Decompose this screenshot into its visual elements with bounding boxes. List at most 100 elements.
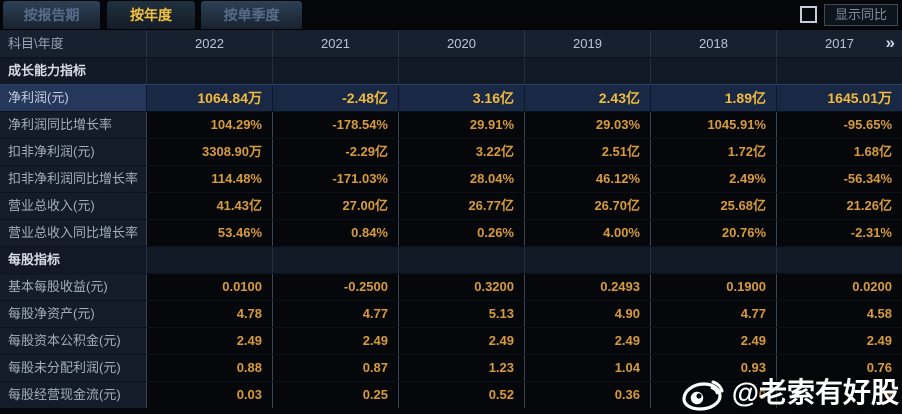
empty-cell — [146, 247, 272, 273]
value-cell: 1645.01万 — [776, 85, 902, 111]
value-cell: 0.1900 — [650, 274, 776, 300]
row-label: 营业总收入(元) — [0, 193, 146, 219]
row-label: 每股指标 — [0, 247, 146, 273]
empty-cell — [776, 247, 902, 273]
row-label: 每股净资产(元) — [0, 301, 146, 327]
value-cell: 4.58 — [776, 301, 902, 327]
row-label: 每股未分配利润(元) — [0, 355, 146, 381]
value-cell: 9 — [776, 382, 902, 408]
value-cell: 0 — [650, 382, 776, 408]
year-column-2019[interactable]: 2019 — [524, 30, 650, 57]
value-cell: 2.49 — [398, 328, 524, 354]
empty-cell — [524, 247, 650, 273]
table-row: 每股经营现金流(元) 0.03 0.25 0.52 0.36 0 9 — [0, 381, 902, 408]
value-cell: -2.48亿 — [272, 85, 398, 111]
period-tabbar: 按报告期 按年度 按单季度 显示同比 — [0, 0, 902, 30]
empty-cell — [524, 58, 650, 84]
value-cell: 2.49 — [146, 328, 272, 354]
value-cell: 0.52 — [398, 382, 524, 408]
year-column-2022[interactable]: 2022 — [146, 30, 272, 57]
value-cell: 0.25 — [272, 382, 398, 408]
section-row: 成长能力指标 — [0, 57, 902, 84]
row-label: 扣非净利润同比增长率 — [0, 166, 146, 192]
value-cell: -2.29亿 — [272, 139, 398, 165]
table-row: 每股资本公积金(元) 2.49 2.49 2.49 2.49 2.49 2.49 — [0, 327, 902, 354]
value-cell: 0.03 — [146, 382, 272, 408]
value-cell: 2.49% — [650, 166, 776, 192]
row-label: 基本每股收益(元) — [0, 274, 146, 300]
tab-by-year[interactable]: 按年度 — [107, 1, 195, 29]
value-cell: 0.26% — [398, 220, 524, 246]
value-cell: 3.16亿 — [398, 85, 524, 111]
empty-cell — [272, 247, 398, 273]
value-cell: 0.76 — [776, 355, 902, 381]
tab-by-single-quarter[interactable]: 按单季度 — [201, 1, 302, 29]
value-cell: 2.43亿 — [524, 85, 650, 111]
value-cell: 5.13 — [398, 301, 524, 327]
value-cell: -178.54% — [272, 112, 398, 138]
value-cell: 1.72亿 — [650, 139, 776, 165]
row-label: 每股经营现金流(元) — [0, 382, 146, 408]
value-cell: 46.12% — [524, 166, 650, 192]
value-cell: 1.23 — [398, 355, 524, 381]
value-cell: 2.49 — [776, 328, 902, 354]
show-yoy-checkbox[interactable] — [799, 6, 817, 23]
table-header-row: 科目\年度 2022 2021 2020 2019 2018 2017 » — [0, 30, 902, 57]
year-column-2021[interactable]: 2021 — [272, 30, 398, 57]
value-cell: 27.00亿 — [272, 193, 398, 219]
empty-cell — [398, 58, 524, 84]
value-cell: 20.76% — [650, 220, 776, 246]
value-cell: 21.26亿 — [776, 193, 902, 219]
tab-by-report-period[interactable]: 按报告期 — [3, 1, 100, 29]
value-cell: 0.3200 — [398, 274, 524, 300]
value-cell: 41.43亿 — [146, 193, 272, 219]
table-row: 净利润同比增长率 104.29% -178.54% 29.91% 29.03% 1045.… — [0, 111, 902, 138]
empty-cell — [272, 58, 398, 84]
empty-cell — [776, 58, 902, 84]
value-cell: 1045.91% — [650, 112, 776, 138]
value-cell: 4.77 — [272, 301, 398, 327]
value-cell: -56.34% — [776, 166, 902, 192]
value-cell: 0.93 — [650, 355, 776, 381]
value-cell: 53.46% — [146, 220, 272, 246]
section-row: 每股指标 — [0, 246, 902, 273]
value-cell: -0.2500 — [272, 274, 398, 300]
row-label: 营业总收入同比增长率 — [0, 220, 146, 246]
value-cell: 2.49 — [650, 328, 776, 354]
value-cell: -95.65% — [776, 112, 902, 138]
table-row: 扣非净利润同比增长率 114.48% -171.03% 28.04% 46.12% 2.4… — [0, 165, 902, 192]
value-cell: 2.49 — [524, 328, 650, 354]
value-cell: 4.00% — [524, 220, 650, 246]
empty-cell — [146, 58, 272, 84]
empty-cell — [398, 247, 524, 273]
value-cell: 1.89亿 — [650, 85, 776, 111]
value-cell: 0.0200 — [776, 274, 902, 300]
value-cell: 0.2493 — [524, 274, 650, 300]
value-cell: 0.84% — [272, 220, 398, 246]
table-row: 扣非净利润(元) 3308.90万 -2.29亿 3.22亿 2.51亿 1.72亿 1.6… — [0, 138, 902, 165]
value-cell: 3308.90万 — [146, 139, 272, 165]
empty-cell — [650, 247, 776, 273]
row-label: 净利润同比增长率 — [0, 112, 146, 138]
year-column-2018[interactable]: 2018 — [650, 30, 776, 57]
value-cell: 4.78 — [146, 301, 272, 327]
table-row: 基本每股收益(元) 0.0100 -0.2500 0.3200 0.2493 0.1900… — [0, 273, 902, 300]
empty-cell — [650, 58, 776, 84]
table-row: 营业总收入(元) 41.43亿 27.00亿 26.77亿 26.70亿 25.68亿 21… — [0, 192, 902, 219]
value-cell: 1064.84万 — [146, 85, 272, 111]
value-cell: 2.49 — [272, 328, 398, 354]
value-cell: 26.77亿 — [398, 193, 524, 219]
value-cell: 28.04% — [398, 166, 524, 192]
table-row: 每股净资产(元) 4.78 4.77 5.13 4.90 4.77 4.58 — [0, 300, 902, 327]
year-column-2020[interactable]: 2020 — [398, 30, 524, 57]
value-cell: -171.03% — [272, 166, 398, 192]
row-label: 成长能力指标 — [0, 58, 146, 84]
row-label: 净利润(元) — [0, 85, 146, 111]
more-columns-chevron-icon[interactable]: » — [885, 33, 895, 52]
year-column-2017[interactable]: 2017 — [776, 30, 902, 57]
value-cell: 26.70亿 — [524, 193, 650, 219]
show-yoy-label[interactable]: 显示同比 — [823, 3, 898, 26]
table-row: 每股未分配利润(元) 0.88 0.87 1.23 1.04 0.93 0.76 — [0, 354, 902, 381]
row-label: 每股资本公积金(元) — [0, 328, 146, 354]
value-cell: 3.22亿 — [398, 139, 524, 165]
